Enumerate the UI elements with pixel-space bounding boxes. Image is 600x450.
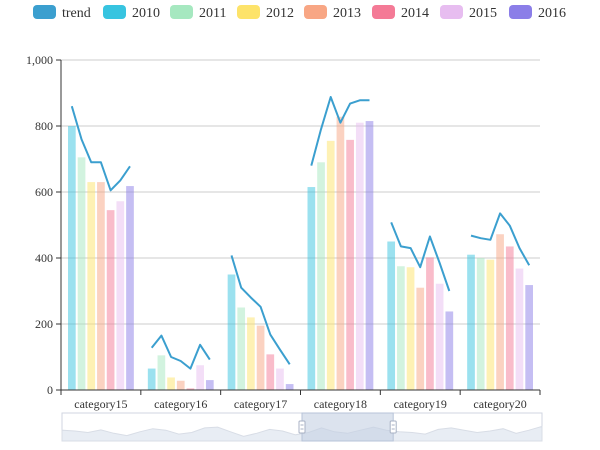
legend-label-trend[interactable]: trend [62,6,91,21]
bar-2014-category20 [505,246,514,390]
trend-line-category16 [150,334,211,370]
legend-label-2011[interactable]: 2011 [199,6,226,21]
bar-2010-category19 [387,241,396,390]
bar-2013-category17 [256,325,265,390]
y-tick-label: 0 [47,383,53,397]
bar-2013-category19 [416,287,425,390]
bar-2012-category19 [406,267,415,390]
legend-swatch-trend[interactable] [33,5,56,19]
trend-line-category18 [310,96,370,166]
legend-label-2016[interactable]: 2016 [538,6,566,21]
legend-swatch-2014[interactable] [372,5,395,19]
zoom-handle-body[interactable] [389,420,397,434]
data-zoom-slider[interactable] [61,412,543,442]
bar-2016-category16 [205,380,214,390]
bar-2011-category20 [476,258,485,390]
bar-2012-category15 [87,182,96,390]
bar-2012-category20 [486,259,495,390]
bar-2012-category18 [326,140,335,390]
zoom-handle-left[interactable] [298,420,306,434]
bar-2014-category18 [346,139,354,390]
bar-2015-category18 [355,122,364,390]
legend-label-2010[interactable]: 2010 [132,6,160,21]
bar-2015-category15 [116,201,125,390]
bar-2015-category19 [435,283,444,390]
y-tick-label: 1,000 [26,53,53,67]
legend-label-2014[interactable]: 2014 [401,6,429,21]
bar-2011-category17 [237,307,246,390]
y-tick-label: 600 [35,185,53,199]
bar-2011-category19 [397,266,405,390]
axes: 0 200 400 600 800 1,000 category15 category16 ca… [26,53,541,411]
bar-2010-category15 [68,126,76,390]
x-tick-label: category20 [473,397,526,411]
trend-line-category15 [70,105,131,192]
bar-2010-category18 [307,187,316,390]
bar-2014-category17 [266,354,275,390]
bar-2014-category16 [186,388,195,390]
bar-2011-category16 [157,355,166,390]
zoom-handle-body[interactable] [298,420,306,434]
trend-line [70,96,531,370]
bars [68,116,533,391]
legend-swatch-2013[interactable] [304,5,327,19]
legend-swatch-2016[interactable] [509,5,532,19]
legend-swatch-2011[interactable] [170,5,193,19]
bar-2010-category20 [467,254,475,390]
bar-2010-category16 [147,368,156,390]
bar-2015-category16 [196,365,204,390]
y-tick-label: 800 [35,119,53,133]
bar-2010-category17 [227,274,236,390]
bar-2015-category17 [276,368,284,390]
x-tick-label: category15 [74,397,127,411]
bar-2016-category18 [365,121,374,391]
legend-label-2015[interactable]: 2015 [469,6,497,21]
y-tick-label: 200 [35,317,53,331]
bar-2014-category19 [426,257,434,390]
zoom-handle-right[interactable] [389,420,397,434]
legend-swatch-2012[interactable] [237,5,260,19]
bar-2016-category17 [285,384,294,390]
bar-2013-category15 [97,182,105,390]
bar-2016-category20 [525,285,533,390]
bar-2014-category15 [106,210,115,390]
legend[interactable]: trend 2010 2011 2012 2013 2014 2015 2016 [33,5,566,21]
legend-label-2013[interactable]: 2013 [333,6,361,21]
y-tick-label: 400 [35,251,53,265]
bar-2011-category18 [317,162,325,390]
grid [61,59,540,325]
trend-line-category20 [470,212,531,266]
bar-2015-category20 [515,268,524,390]
x-tick-label: category16 [154,397,207,411]
bar-2012-category16 [167,377,175,390]
legend-swatch-2015[interactable] [440,5,463,19]
zoom-window[interactable] [301,412,394,442]
legend-swatch-2010[interactable] [103,5,126,19]
bar-2013-category20 [496,234,504,390]
bar-2016-category15 [126,186,134,390]
x-tick-label: category18 [314,397,367,411]
legend-label-2012[interactable]: 2012 [266,6,294,21]
trend-line-category17 [230,255,291,365]
bar-2013-category16 [176,380,185,390]
x-tick-label: category19 [394,397,447,411]
trend-line-category19 [390,222,451,292]
x-tick-label: category17 [234,397,287,411]
bar-2011-category15 [77,157,86,390]
bar-2013-category18 [336,116,345,390]
bar-2016-category19 [445,311,454,390]
bar-2012-category17 [247,317,255,390]
